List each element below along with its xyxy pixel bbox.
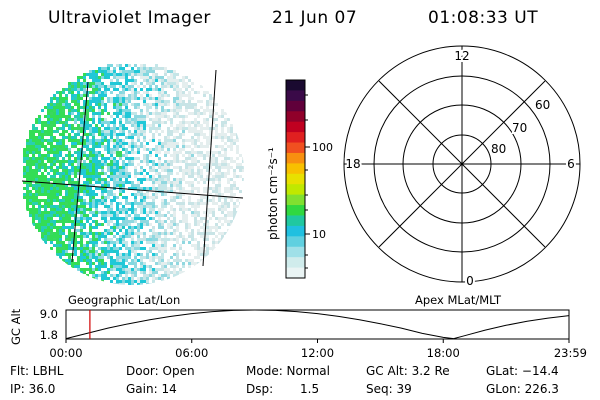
colorbar-cell xyxy=(286,173,305,185)
mlat-label-70: 70 xyxy=(512,121,527,135)
colorbar-cell xyxy=(286,215,305,227)
mlt-label-12: 12 xyxy=(454,49,469,63)
time-label: 01:08:33 UT xyxy=(428,8,539,28)
colorbar-cell xyxy=(286,194,305,206)
mlt-label-6: 6 xyxy=(567,157,575,171)
mode-status: Mode: Normal xyxy=(246,364,330,378)
colorbar-cell xyxy=(286,225,305,237)
filter-status: Flt: LBHL xyxy=(10,364,64,378)
glon-status: GLon: 226.3 xyxy=(486,382,559,396)
colorbar-cell xyxy=(286,205,305,217)
y-tick-min: 1.8 xyxy=(40,328,58,342)
mlat-label-80: 80 xyxy=(491,142,506,156)
colorbar-cell xyxy=(286,111,305,123)
altitude-series-line xyxy=(65,309,570,340)
x-tick-label: 18:00 xyxy=(427,346,460,360)
colorbar: 100 10 photon cm⁻²s⁻¹ xyxy=(266,79,333,279)
colorbar-cell xyxy=(286,90,305,102)
gc-alt-status: GC Alt: 3.2 Re xyxy=(366,364,450,378)
date-label: 21 Jun 07 xyxy=(272,8,358,28)
x-tick-label: 00:00 xyxy=(49,346,82,360)
x-tick-label: 06:00 xyxy=(175,346,208,360)
colorbar-tick-100: 100 xyxy=(312,141,333,154)
colorbar-cell xyxy=(286,132,305,144)
colorbar-cell xyxy=(286,246,305,258)
colorbar-cell xyxy=(286,267,305,279)
colorbar-cell xyxy=(286,152,305,164)
dsp-label: Dsp: xyxy=(246,382,274,396)
seq-status: Seq: 39 xyxy=(366,382,412,396)
ip-status: IP: 36.0 xyxy=(10,382,56,396)
geographic-label: Geographic Lat/Lon xyxy=(68,293,180,307)
colorbar-cell xyxy=(286,184,305,196)
y-tick-max: 9.0 xyxy=(40,307,58,321)
colorbar-cell xyxy=(286,80,305,92)
altitude-plot: 00:00 06:00 12:00 18:00 23:59 9.0 1.8 GC Alt xyxy=(9,307,587,360)
latitude-line xyxy=(21,180,244,199)
colorbar-cell xyxy=(286,121,305,133)
polar-mlt-plot xyxy=(343,45,581,283)
colorbar-cell xyxy=(286,257,305,269)
gain-status: Gain: 14 xyxy=(126,382,177,396)
colorbar-cell xyxy=(286,163,305,175)
mlt-label-0: 0 xyxy=(466,274,474,288)
x-tick-label: 12:00 xyxy=(301,346,334,360)
y-axis-label: GC Alt xyxy=(9,308,23,345)
colorbar-cell xyxy=(286,236,305,248)
longitude-line xyxy=(202,69,217,267)
colorbar-label: photon cm⁻²s⁻¹ xyxy=(266,147,280,240)
door-status: Door: Open xyxy=(126,364,195,378)
mlt-label-18: 18 xyxy=(345,157,360,171)
colorbar-cell xyxy=(286,100,305,112)
glat-status: GLat: −14.4 xyxy=(486,364,559,378)
apex-label: Apex MLat/MLT xyxy=(415,293,502,307)
mlat-label-60: 60 xyxy=(535,98,550,112)
instrument-title: Ultraviolet Imager xyxy=(48,8,211,28)
longitude-line xyxy=(71,81,89,263)
x-tick-label: 23:59 xyxy=(554,346,587,360)
colorbar-tick-10: 10 xyxy=(312,228,326,241)
dsp-value: 1.5 xyxy=(300,382,320,396)
uv-earth-image xyxy=(21,64,244,285)
colorbar-cell xyxy=(286,142,305,154)
